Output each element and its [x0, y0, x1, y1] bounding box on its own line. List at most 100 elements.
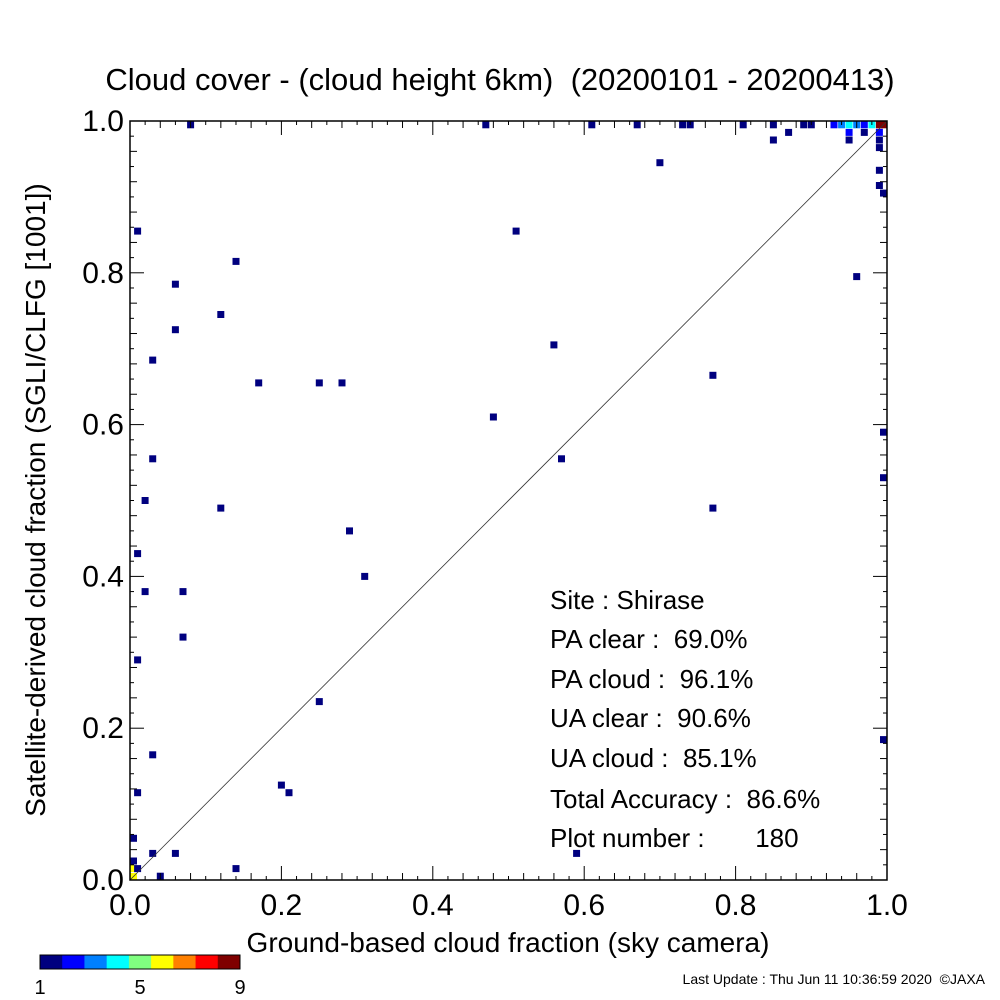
data-point — [285, 789, 293, 797]
data-point — [134, 227, 142, 235]
stats-box: Site : Shirase PA clear : 69.0% PA cloud… — [550, 585, 820, 853]
x-tick-label: 0.8 — [715, 889, 757, 922]
data-point — [656, 159, 664, 167]
colorbar-swatch — [151, 955, 174, 969]
data-point — [845, 128, 853, 136]
last-update-text: Last Update : Thu Jun 11 10:36:59 2020 ©… — [683, 971, 986, 987]
data-point — [875, 128, 883, 136]
colorbar-swatch — [84, 955, 108, 969]
colorbar-min-label: 1 — [34, 977, 45, 999]
data-point — [769, 121, 777, 129]
x-tick-label: 0.6 — [563, 889, 605, 922]
data-point — [130, 865, 137, 873]
data-point — [550, 341, 558, 349]
data-point — [315, 379, 323, 387]
data-point — [149, 455, 157, 463]
data-point — [171, 849, 179, 857]
data-point — [860, 121, 868, 129]
colorbar-swatch — [40, 955, 63, 969]
data-point — [875, 136, 883, 144]
y-tick-label: 0.6 — [82, 409, 124, 442]
data-point — [785, 128, 793, 136]
colorbar-gradient — [40, 955, 241, 969]
data-point — [633, 121, 641, 129]
y-tick-labels: 0.0 0.2 0.4 0.6 0.8 1.0 — [82, 105, 124, 897]
data-point — [338, 379, 346, 387]
data-point — [558, 455, 565, 463]
colorbar-swatch — [195, 955, 219, 969]
data-point — [512, 227, 520, 235]
data-point — [141, 497, 149, 504]
data-point — [171, 326, 179, 334]
data-point — [361, 572, 369, 580]
data-point — [217, 504, 225, 512]
colorbar-max-label: 9 — [234, 977, 245, 999]
data-point — [134, 656, 142, 664]
data-point — [149, 356, 157, 364]
data-point — [217, 311, 225, 318]
x-axis-label: Ground-based cloud fraction (sky camera) — [247, 927, 770, 958]
data-point — [171, 280, 179, 288]
data-point — [709, 504, 717, 512]
data-point — [880, 189, 887, 197]
data-point — [149, 849, 157, 857]
stat-site: Site : Shirase — [550, 585, 705, 615]
colorbar-swatch — [173, 955, 197, 969]
data-point — [880, 736, 887, 744]
y-tick-label: 0.2 — [82, 712, 124, 745]
data-point — [130, 857, 137, 865]
data-point — [149, 751, 157, 759]
stat-pa-cloud: PA cloud : 96.1% — [550, 664, 753, 694]
data-point — [875, 182, 883, 189]
data-point — [845, 121, 853, 129]
stat-plot-number: Plot number : 180 — [550, 823, 799, 853]
data-point — [769, 136, 777, 144]
data-point — [255, 379, 263, 387]
chart-title: Cloud cover - (cloud height 6km) (202001… — [105, 62, 894, 97]
data-point — [573, 849, 581, 857]
colorbar-mid-label: 5 — [134, 977, 145, 999]
one-to-one-line — [129, 120, 888, 881]
data-point — [141, 588, 149, 596]
data-point — [875, 144, 883, 152]
y-tick-label: 0.8 — [82, 257, 124, 290]
data-point — [800, 121, 808, 129]
data-point — [588, 121, 596, 129]
colorbar: 1 5 9 — [34, 954, 246, 999]
x-tick-label: 0.0 — [109, 889, 151, 922]
data-point — [232, 257, 240, 265]
y-tick-label: 1.0 — [82, 105, 124, 138]
data-point — [130, 834, 137, 842]
y-tick-label: 0.4 — [82, 560, 124, 593]
x-tick-labels: 0.0 0.2 0.4 0.6 0.8 1.0 — [109, 889, 908, 922]
data-point — [875, 166, 883, 174]
data-point — [315, 698, 323, 706]
data-point — [134, 550, 142, 558]
data-point — [179, 633, 187, 641]
colorbar-swatch — [62, 955, 85, 969]
data-point — [482, 121, 490, 129]
stat-pa-clear: PA clear : 69.0% — [550, 624, 748, 654]
x-tick-label: 1.0 — [866, 889, 908, 922]
data-point — [880, 474, 887, 482]
data-point — [346, 527, 353, 535]
stat-ua-cloud: UA cloud : 85.1% — [550, 743, 757, 773]
data-point — [277, 781, 285, 789]
colorbar-swatch — [106, 955, 130, 969]
data-point — [830, 121, 838, 129]
stat-total-accuracy: Total Accuracy : 86.6% — [550, 784, 820, 814]
data-point — [739, 121, 747, 129]
colorbar-swatch — [217, 955, 241, 969]
data-point — [489, 413, 497, 421]
x-tick-label: 0.2 — [261, 889, 303, 922]
x-tick-label: 0.4 — [412, 889, 454, 922]
colorbar-swatch — [128, 955, 152, 969]
colorbar-frame — [39, 954, 241, 970]
data-point — [875, 121, 883, 129]
data-point — [134, 865, 142, 873]
data-point — [232, 865, 240, 873]
data-point — [853, 273, 861, 281]
y-tick-label: 0.0 — [82, 864, 124, 897]
stat-ua-clear: UA clear : 90.6% — [550, 703, 751, 733]
